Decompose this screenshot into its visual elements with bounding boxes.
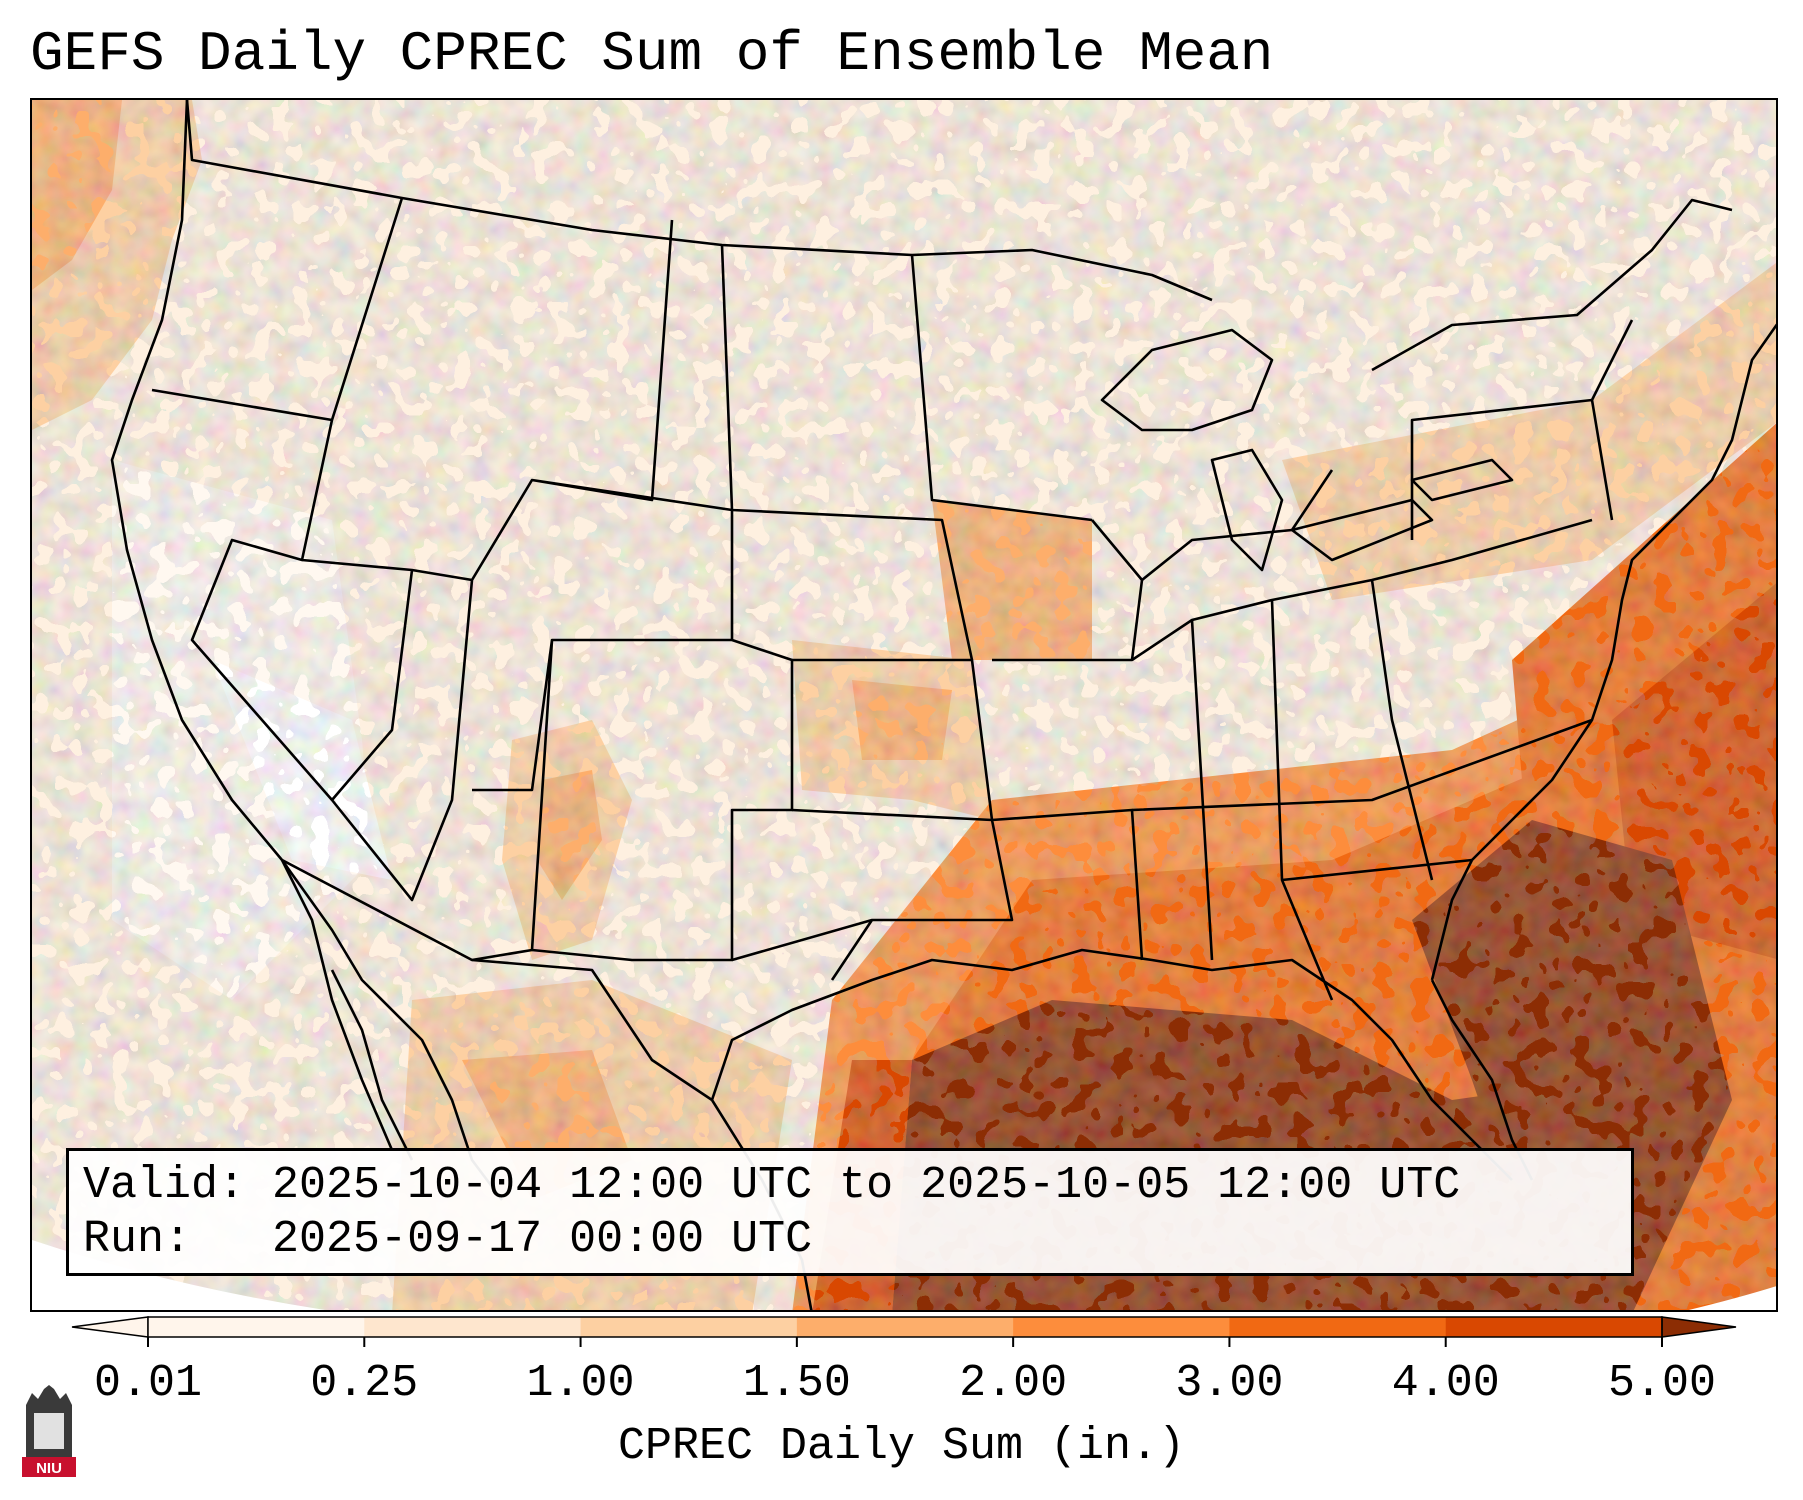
logo-window-grid (34, 1413, 64, 1449)
logo-text: NIU (36, 1460, 62, 1477)
colorbar-segment (148, 1317, 365, 1337)
colorbar-tick-label: 1.50 (743, 1358, 851, 1409)
valid-value: 2025-10-04 12:00 UTC to 2025-10-05 12:00… (272, 1160, 1461, 1211)
colorbar-extend-high (1661, 1316, 1737, 1338)
colorbar-segment (1229, 1317, 1447, 1337)
atlantic-coastline (1471, 323, 1776, 861)
colorbar-extend-low (71, 1316, 149, 1338)
colorbar-tick-label: 4.00 (1392, 1358, 1500, 1409)
colorbar-segment (1445, 1317, 1663, 1337)
pacific-coastline (110, 100, 504, 1201)
valid-time-box: Valid: 2025-10-04 12:00 UTC to 2025-10-0… (66, 1148, 1634, 1276)
colorbar-tick-label: 0.01 (94, 1358, 202, 1409)
map-title: GEFS Daily CPREC Sum of Ensemble Mean (30, 22, 1274, 86)
state-lines-west (151, 197, 794, 962)
map-canvas (32, 100, 1776, 1310)
state-lines-east (1131, 319, 1634, 1001)
colorbar-tick-label: 2.00 (959, 1358, 1067, 1409)
colorbar-tick-label: 5.00 (1608, 1358, 1716, 1409)
us-mexico-border (281, 858, 713, 1102)
colorbar-segment (1013, 1317, 1230, 1337)
precip-map (30, 98, 1778, 1312)
run-row: Run: 2025-09-17 00:00 UTC (83, 1213, 1631, 1267)
logo-banner (22, 1457, 76, 1477)
great-lakes (1100, 328, 1514, 572)
colorbar-segment (796, 1317, 1014, 1337)
colorbar: 0.01 0.25 1.00 1.50 2.00 3.00 4.00 5.00 (71, 1316, 1737, 1409)
colorbar-outline (147, 1316, 1663, 1338)
colorbar-segment (580, 1317, 798, 1337)
colorbar-segment (364, 1317, 582, 1337)
run-label: Run: (83, 1214, 192, 1265)
baja-coastline (280, 859, 414, 1161)
domain-edge-left (32, 1240, 326, 1310)
niu-logo: NIU (22, 1385, 76, 1477)
colorbar-tick-label: 0.25 (310, 1358, 418, 1409)
colorbar-ticks: 0.01 0.25 1.00 1.50 2.00 3.00 4.00 5.00 (94, 1337, 1716, 1409)
valid-label: Valid: (83, 1160, 246, 1211)
colorbar-segments (71, 1316, 1737, 1338)
colorbar-tick-label: 1.00 (527, 1358, 635, 1409)
domain-edge-right (1688, 1286, 1776, 1310)
valid-row: Valid: 2025-10-04 12:00 UTC to 2025-10-0… (83, 1159, 1631, 1213)
run-value: 2025-09-17 00:00 UTC (272, 1214, 813, 1265)
precip-texture (32, 100, 1776, 1310)
colorbar-label: CPREC Daily Sum (in.) (617, 1421, 1186, 1472)
colorbar-tick-label: 3.00 (1175, 1358, 1283, 1409)
precip-field (32, 100, 1776, 1310)
